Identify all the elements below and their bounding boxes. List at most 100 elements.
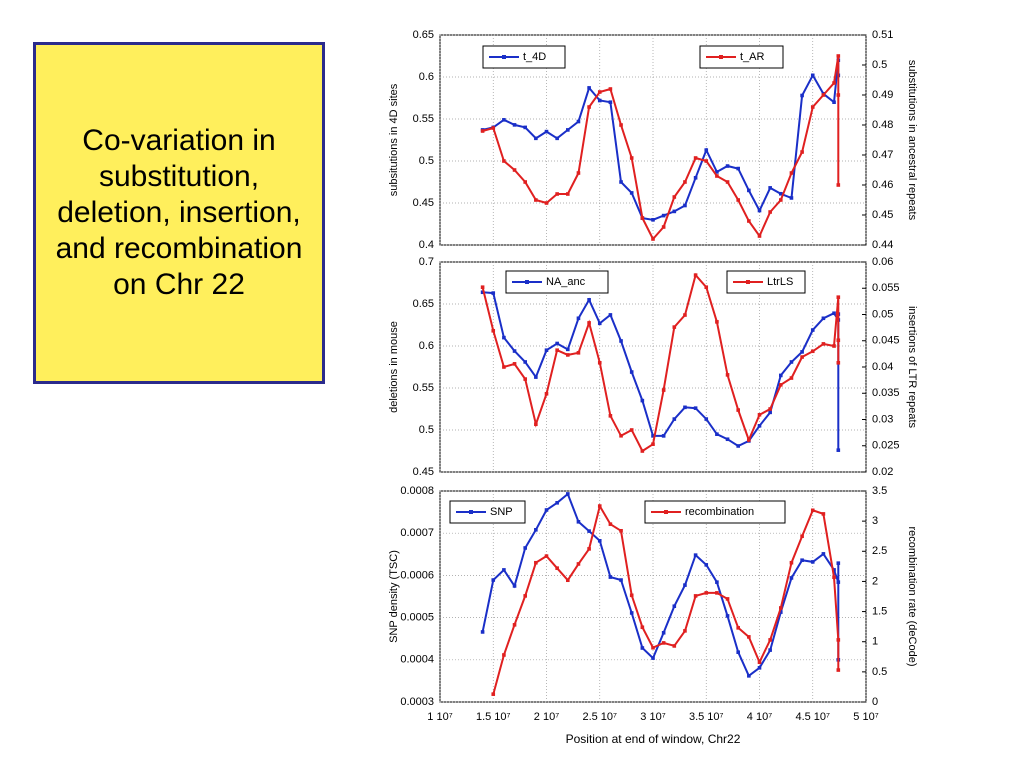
legend-label: t_AR [740, 51, 765, 63]
point [736, 198, 740, 202]
point [544, 554, 549, 558]
point [747, 219, 751, 223]
point [836, 183, 841, 187]
point [619, 339, 623, 343]
point [587, 529, 591, 533]
point [704, 563, 709, 567]
point [587, 105, 591, 109]
point [512, 623, 517, 627]
y2-tick-label: 2.5 [872, 545, 887, 557]
y-tick-label: 0.0003 [400, 696, 434, 708]
y2-tick-label: 0.045 [872, 335, 900, 347]
point [597, 361, 602, 365]
point [608, 100, 613, 104]
y2-tick-label: 0.48 [872, 119, 893, 131]
point [779, 198, 783, 202]
y2-tick-label: 0.5 [872, 59, 887, 71]
point [704, 148, 709, 152]
point [715, 320, 719, 324]
point [534, 422, 538, 427]
point [629, 611, 634, 615]
y-tick-label: 0.0004 [400, 654, 434, 666]
point [502, 118, 506, 122]
point [683, 629, 687, 633]
point [480, 129, 485, 133]
point [523, 360, 527, 364]
y2-axis-label: recombination rate (deCode) [906, 526, 918, 666]
y2-tick-label: 0.035 [872, 387, 900, 399]
point [534, 375, 538, 379]
point [587, 547, 591, 551]
point [757, 412, 762, 417]
point [768, 638, 772, 642]
x-tick-label: 4 10⁷ [747, 711, 772, 723]
point [715, 580, 719, 584]
point [832, 344, 836, 348]
point [608, 87, 613, 91]
point [757, 666, 762, 670]
point [597, 538, 602, 543]
point [810, 73, 815, 78]
point [576, 171, 581, 175]
point [768, 410, 772, 415]
y-tick-label: 0.55 [413, 382, 434, 394]
y2-tick-label: 1 [872, 636, 878, 648]
point [757, 208, 762, 213]
point [736, 626, 740, 630]
legend-box [726, 270, 806, 294]
y-tick-label: 0.0007 [400, 527, 434, 539]
point [566, 578, 570, 583]
point [715, 591, 719, 595]
x-tick-label: 1.5 10⁷ [476, 711, 511, 723]
point [555, 348, 559, 352]
point [555, 566, 559, 570]
point [683, 180, 687, 184]
point [491, 692, 496, 696]
legend-marker [469, 510, 473, 514]
y-tick-label: 0.65 [413, 29, 434, 41]
point [566, 353, 570, 357]
point [832, 81, 836, 85]
point [836, 448, 841, 452]
point [693, 406, 698, 410]
point [491, 291, 496, 295]
point [608, 522, 613, 526]
point [661, 630, 666, 635]
point [821, 512, 826, 516]
point [832, 568, 836, 572]
point [512, 584, 517, 588]
legend-marker [525, 280, 529, 284]
point [779, 191, 783, 196]
y2-tick-label: 0.45 [872, 209, 893, 221]
y2-axis-label: insertions of LTR repeats [906, 306, 918, 429]
point [800, 150, 804, 154]
point [747, 438, 751, 442]
point [789, 171, 794, 175]
point [597, 98, 602, 103]
y2-tick-label: 2 [872, 575, 878, 587]
point [736, 444, 740, 448]
point [683, 313, 687, 317]
point [800, 534, 804, 539]
point [534, 560, 538, 565]
point [619, 578, 623, 582]
y-axis-label: deletions in mouse [388, 321, 400, 413]
point [629, 428, 634, 432]
point [555, 136, 559, 141]
point [629, 156, 634, 160]
y2-tick-label: 0.46 [872, 179, 893, 191]
point [555, 341, 559, 346]
point [651, 656, 655, 660]
point [619, 180, 623, 184]
point [661, 225, 666, 229]
point [512, 123, 517, 127]
legend-label: LtrLS [767, 276, 793, 288]
legend-marker [502, 55, 506, 59]
point [810, 560, 815, 564]
point [768, 186, 772, 190]
y2-tick-label: 0.04 [872, 361, 893, 373]
point [725, 437, 730, 442]
point [502, 365, 506, 369]
